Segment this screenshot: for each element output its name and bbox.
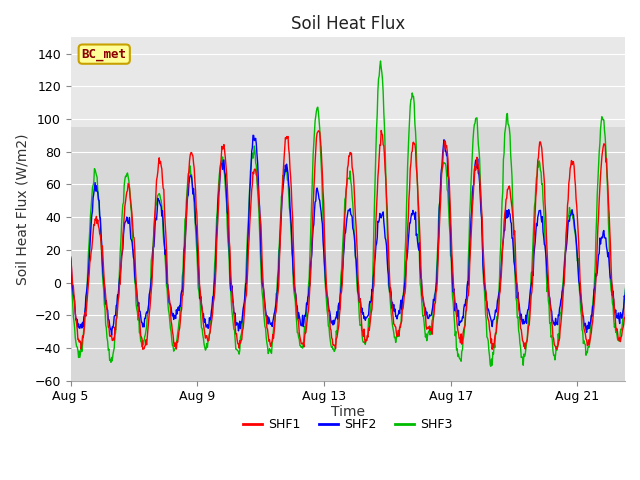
Y-axis label: Soil Heat Flux (W/m2): Soil Heat Flux (W/m2) bbox=[15, 133, 29, 285]
Legend: SHF1, SHF2, SHF3: SHF1, SHF2, SHF3 bbox=[238, 413, 458, 436]
SHF2 bbox=[202, 320, 209, 325]
Line: SHF1: SHF1 bbox=[70, 131, 640, 349]
SHF2 bbox=[276, 248, 284, 254]
SHF2 bbox=[637, 257, 640, 263]
SHF3 bbox=[390, 335, 398, 340]
X-axis label: Time: Time bbox=[331, 405, 365, 419]
SHF1 bbox=[275, 289, 282, 295]
SHF1 bbox=[488, 347, 496, 352]
Title: Soil Heat Flux: Soil Heat Flux bbox=[291, 15, 405, 33]
SHF2 bbox=[108, 333, 115, 338]
SHF1 bbox=[390, 322, 398, 327]
SHF3 bbox=[637, 257, 640, 263]
SHF1 bbox=[87, 249, 95, 255]
SHF3 bbox=[87, 204, 95, 210]
SHF2 bbox=[306, 282, 314, 288]
SHF1 bbox=[305, 308, 312, 313]
Bar bbox=[70, 37, 625, 127]
SHF1 bbox=[378, 128, 385, 133]
SHF1 bbox=[67, 255, 74, 261]
Text: BC_met: BC_met bbox=[82, 48, 127, 60]
SHF2 bbox=[87, 221, 95, 227]
SHF3 bbox=[487, 363, 495, 369]
SHF2 bbox=[529, 269, 536, 275]
SHF2 bbox=[67, 254, 74, 260]
SHF3 bbox=[275, 268, 282, 274]
SHF1 bbox=[529, 280, 536, 286]
Line: SHF2: SHF2 bbox=[70, 135, 640, 336]
Bar bbox=[70, 127, 625, 381]
Line: SHF3: SHF3 bbox=[70, 61, 640, 366]
SHF3 bbox=[305, 282, 312, 288]
SHF3 bbox=[201, 344, 209, 350]
SHF3 bbox=[377, 58, 385, 64]
SHF1 bbox=[201, 330, 209, 336]
SHF2 bbox=[249, 132, 257, 138]
SHF1 bbox=[637, 211, 640, 217]
SHF3 bbox=[67, 265, 74, 271]
SHF3 bbox=[529, 251, 536, 257]
SHF2 bbox=[391, 306, 399, 312]
